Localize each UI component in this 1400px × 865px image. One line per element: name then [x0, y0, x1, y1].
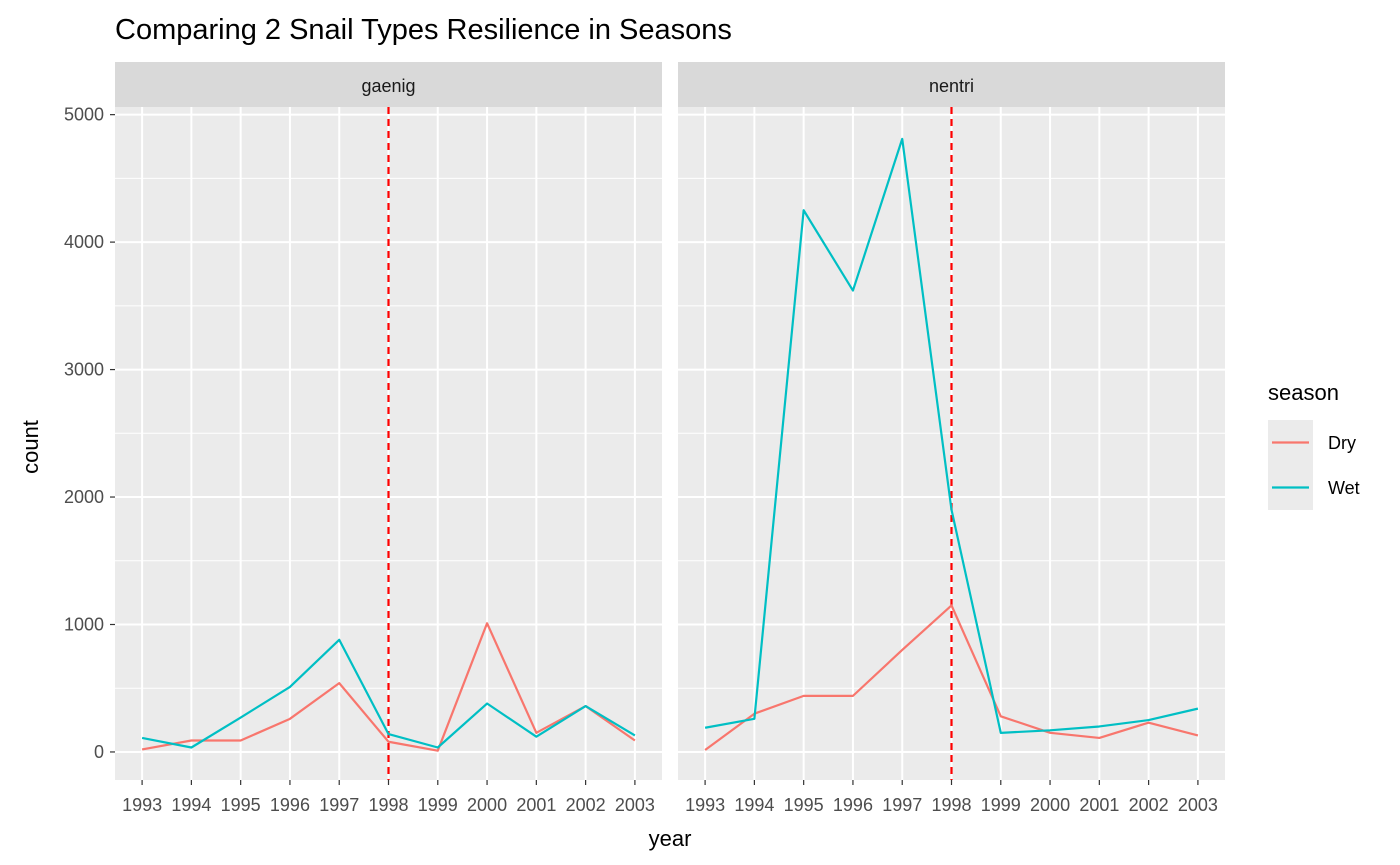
series-line-dry — [141, 622, 636, 752]
x-tick-label: 2003 — [1178, 795, 1218, 815]
x-tick-label: 1993 — [122, 795, 162, 815]
x-tick-label: 2002 — [1129, 795, 1169, 815]
x-tick-label: 1994 — [171, 795, 211, 815]
legend-title: season — [1268, 380, 1339, 405]
facet-strip — [678, 62, 1225, 107]
facet-panel-gaenig: gaenig 1993 1994 1995 1996 1997 1998 1999 2000 20… — [115, 62, 662, 815]
legend-label: Dry — [1328, 433, 1356, 453]
x-tick-label: 2001 — [1079, 795, 1119, 815]
x-axis-title: year — [649, 826, 692, 851]
y-tick-label: 4000 — [64, 232, 104, 252]
series-line-wet — [704, 137, 1199, 734]
x-tick-label: 1996 — [270, 795, 310, 815]
x-tick-label: 1995 — [221, 795, 261, 815]
legend-entry-dry: Dry — [1268, 420, 1356, 465]
facet-panels: gaenig 1993 1994 1995 1996 1997 1998 1999 2000 20… — [115, 62, 1225, 815]
x-tick-label: 1996 — [833, 795, 873, 815]
x-tick-label: 1994 — [734, 795, 774, 815]
y-tick-label: 5000 — [64, 105, 104, 125]
x-tick-label: 2000 — [1030, 795, 1070, 815]
x-tick-label: 2001 — [516, 795, 556, 815]
x-tick-label: 1997 — [882, 795, 922, 815]
x-tick-label: 2002 — [566, 795, 606, 815]
y-axis-title: count — [18, 420, 43, 474]
y-tick-label: 3000 — [64, 360, 104, 380]
x-tick-label: 2003 — [615, 795, 655, 815]
chart-title: Comparing 2 Snail Types Resilience in Se… — [115, 14, 732, 46]
facet-strip-label: gaenig — [361, 76, 415, 96]
y-axis: 0 1000 2000 3000 4000 5000 — [64, 105, 115, 762]
legend-entry-wet: Wet — [1268, 465, 1360, 510]
x-tick-label: 1999 — [418, 795, 458, 815]
y-tick-label: 2000 — [64, 487, 104, 507]
y-tick-label: 0 — [94, 742, 104, 762]
series-line-wet — [141, 638, 636, 749]
x-tick-label: 2000 — [467, 795, 507, 815]
x-tick-label: 1997 — [319, 795, 359, 815]
facet-strip — [115, 62, 662, 107]
legend-label: Wet — [1328, 478, 1360, 498]
facet-panel-nentri: nentri 1993 1994 1995 1996 1997 1998 1999 2000 20… — [678, 62, 1225, 815]
x-tick-label: 1999 — [981, 795, 1021, 815]
legend: season Dry Wet — [1268, 380, 1360, 510]
x-tick-label: 1993 — [685, 795, 725, 815]
x-tick-label: 1995 — [784, 795, 824, 815]
y-tick-label: 1000 — [64, 614, 104, 634]
facet-strip-label: nentri — [929, 76, 974, 96]
series-line-dry — [704, 604, 1199, 751]
x-tick-label: 1998 — [931, 795, 971, 815]
x-tick-label: 1998 — [368, 795, 408, 815]
